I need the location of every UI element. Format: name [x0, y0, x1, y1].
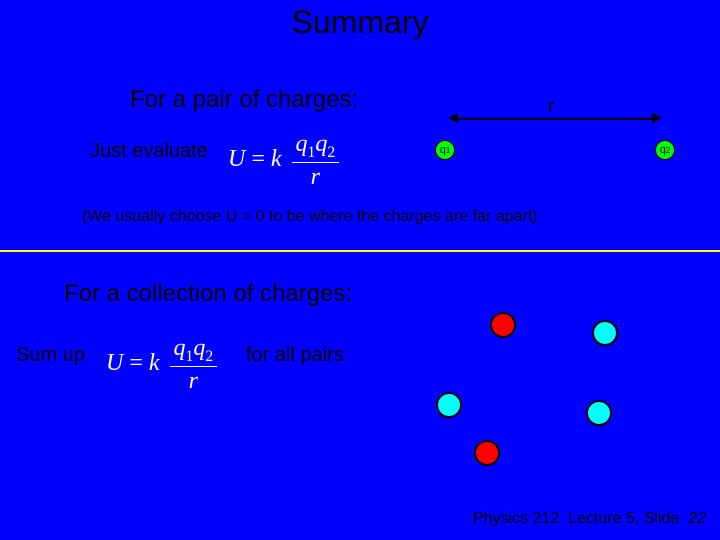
formula2-q1: q — [174, 335, 186, 361]
formula-pair: U = k q1q2 r — [228, 132, 339, 189]
charge-q1: q1 — [435, 140, 455, 160]
footer-slide-no: 22 — [688, 510, 706, 527]
collection-heading: For a collection of charges: — [64, 280, 352, 308]
formula2-U: U — [106, 350, 123, 376]
distance-arrow — [455, 118, 655, 120]
arrowhead-left-icon — [448, 113, 458, 123]
formula2-k: k — [149, 350, 160, 376]
pair-heading: For a pair of charges: — [130, 86, 358, 114]
collection-charge-1 — [490, 312, 516, 338]
q1-sub: 1 — [446, 146, 450, 155]
collection-charge-2 — [592, 320, 618, 346]
formula-s2: 2 — [327, 144, 335, 161]
footer-lecture: Lecture 5, Slide — [568, 510, 679, 527]
collection-charge-5 — [474, 440, 500, 466]
formula2-r: r — [170, 367, 218, 393]
arrowhead-right-icon — [652, 113, 662, 123]
formula2-q2: q — [193, 335, 205, 361]
footer-course: Physics 212 — [473, 510, 559, 527]
section-divider — [0, 250, 720, 252]
for-all-pairs-text: for all pairs — [246, 344, 344, 367]
formula-k: k — [271, 146, 282, 172]
formula-q1: q — [296, 131, 308, 157]
formula-eq: = — [251, 146, 265, 172]
slide-footer: Physics 212 Lecture 5, Slide 22 — [473, 510, 706, 528]
formula-collection: U = k q1q2 r — [106, 336, 217, 393]
page-title: Summary — [0, 0, 720, 41]
formula-U: U — [228, 146, 245, 172]
r-label: r — [548, 96, 554, 117]
q2-sub: 2 — [666, 146, 670, 155]
collection-charge-3 — [436, 392, 462, 418]
sum-up-text: Sum up — [16, 344, 85, 367]
collection-charge-4 — [586, 400, 612, 426]
formula2-eq: = — [129, 350, 143, 376]
pair-note: (We usually choose U = 0 to be where the… — [82, 208, 538, 226]
formula2-s2: 2 — [205, 348, 213, 365]
charge-q2: q2 — [655, 140, 675, 160]
formula-r: r — [292, 163, 340, 189]
just-evaluate-text: Just evaluate — [90, 140, 208, 163]
formula-q2: q — [315, 131, 327, 157]
